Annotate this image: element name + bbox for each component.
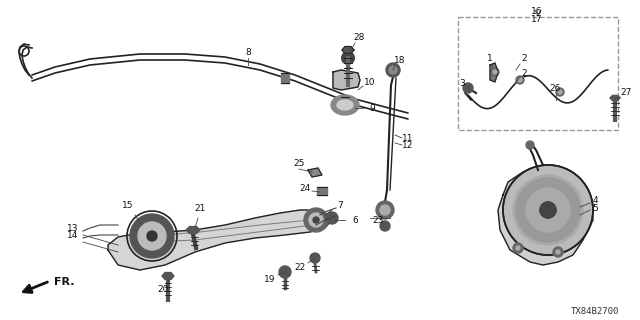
- Text: 14: 14: [67, 230, 79, 239]
- Text: 21: 21: [195, 204, 205, 212]
- Circle shape: [376, 201, 394, 219]
- Bar: [458, 17, 618, 130]
- Text: 22: 22: [294, 262, 306, 271]
- Circle shape: [513, 175, 583, 245]
- Polygon shape: [331, 95, 359, 115]
- Circle shape: [463, 83, 473, 93]
- Circle shape: [526, 141, 534, 149]
- Text: 24: 24: [300, 183, 310, 193]
- Polygon shape: [308, 168, 322, 177]
- Circle shape: [304, 208, 328, 232]
- Text: 26: 26: [549, 84, 561, 92]
- Text: 13: 13: [67, 223, 79, 233]
- Text: TX84B2700: TX84B2700: [571, 308, 619, 316]
- Text: 17: 17: [531, 14, 543, 23]
- Circle shape: [130, 214, 174, 258]
- Circle shape: [380, 205, 390, 215]
- Text: 7: 7: [337, 201, 343, 210]
- Polygon shape: [610, 95, 620, 100]
- Circle shape: [513, 243, 523, 253]
- Text: 16: 16: [531, 6, 543, 15]
- Circle shape: [326, 212, 338, 224]
- Circle shape: [138, 222, 166, 250]
- Circle shape: [313, 217, 319, 223]
- Text: 28: 28: [353, 33, 365, 42]
- Circle shape: [380, 221, 390, 231]
- Text: 1: 1: [487, 53, 493, 62]
- Text: 15: 15: [122, 201, 134, 210]
- Circle shape: [556, 250, 560, 254]
- Circle shape: [503, 165, 593, 255]
- Text: 2: 2: [521, 53, 527, 62]
- Polygon shape: [490, 63, 498, 82]
- Circle shape: [491, 68, 499, 76]
- Circle shape: [516, 246, 520, 250]
- Circle shape: [147, 231, 157, 241]
- Circle shape: [389, 66, 397, 74]
- Bar: [281, 73, 289, 83]
- Bar: [341, 97, 349, 107]
- Circle shape: [526, 188, 570, 232]
- Circle shape: [516, 178, 580, 242]
- Text: 12: 12: [403, 140, 413, 149]
- Text: 5: 5: [592, 204, 598, 212]
- Text: 2: 2: [521, 68, 527, 77]
- Bar: [317, 187, 327, 195]
- Polygon shape: [498, 168, 593, 265]
- Text: 4: 4: [592, 196, 598, 204]
- Circle shape: [310, 253, 320, 263]
- Text: 19: 19: [264, 276, 276, 284]
- Circle shape: [309, 213, 323, 227]
- Polygon shape: [342, 46, 354, 53]
- Text: 6: 6: [352, 215, 358, 225]
- Polygon shape: [162, 273, 174, 279]
- Circle shape: [279, 266, 291, 278]
- Text: 9: 9: [369, 103, 375, 113]
- Polygon shape: [108, 210, 330, 270]
- Text: FR.: FR.: [54, 277, 74, 287]
- Text: 25: 25: [293, 158, 305, 167]
- Circle shape: [386, 63, 400, 77]
- Circle shape: [540, 202, 556, 218]
- Polygon shape: [333, 70, 360, 90]
- Text: 8: 8: [245, 47, 251, 57]
- Text: 20: 20: [157, 285, 169, 294]
- Circle shape: [518, 78, 522, 82]
- Circle shape: [342, 52, 355, 64]
- Circle shape: [553, 247, 563, 257]
- Text: 3: 3: [459, 78, 465, 87]
- Circle shape: [540, 202, 556, 218]
- Text: 18: 18: [394, 55, 406, 65]
- Circle shape: [493, 70, 497, 74]
- Circle shape: [516, 76, 524, 84]
- Polygon shape: [337, 100, 353, 110]
- Circle shape: [556, 88, 564, 96]
- Text: 23: 23: [372, 215, 384, 225]
- Polygon shape: [186, 227, 200, 234]
- Text: 11: 11: [403, 133, 413, 142]
- Circle shape: [558, 90, 562, 94]
- Text: 27: 27: [620, 87, 632, 97]
- Text: 10: 10: [364, 77, 376, 86]
- Circle shape: [530, 192, 566, 228]
- Circle shape: [503, 165, 593, 255]
